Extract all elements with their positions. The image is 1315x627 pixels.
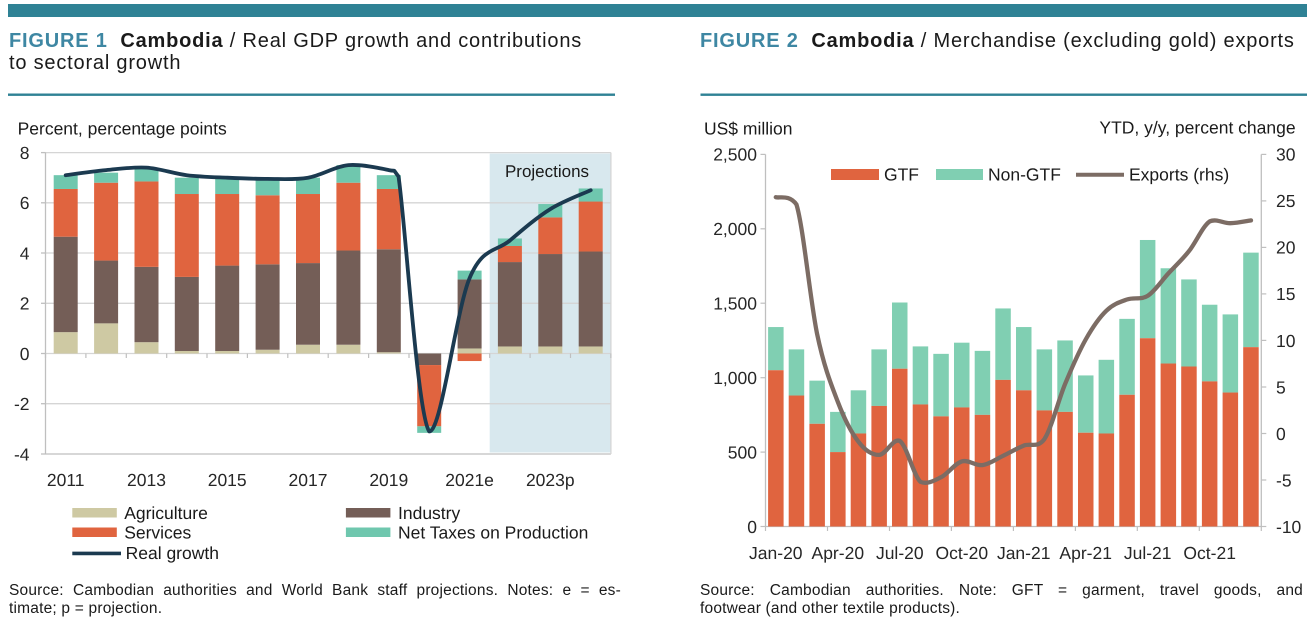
svg-text:US$ million: US$ million xyxy=(704,119,793,139)
svg-text:Apr-21: Apr-21 xyxy=(1059,543,1112,563)
svg-text:5: 5 xyxy=(1276,377,1286,397)
svg-text:30: 30 xyxy=(1276,145,1296,165)
svg-text:2023p: 2023p xyxy=(526,470,575,490)
svg-text:2017: 2017 xyxy=(289,470,328,490)
svg-text:15: 15 xyxy=(1276,284,1295,304)
svg-text:2021e: 2021e xyxy=(445,470,494,490)
svg-text:Jan-20: Jan-20 xyxy=(749,543,803,563)
svg-text:8: 8 xyxy=(20,143,30,163)
svg-text:Industry: Industry xyxy=(398,503,460,523)
svg-text:25: 25 xyxy=(1276,191,1295,211)
svg-text:Real growth: Real growth xyxy=(126,543,219,563)
svg-text:2011: 2011 xyxy=(47,470,85,490)
svg-text:Net Taxes on Production: Net Taxes on Production xyxy=(398,523,588,543)
svg-text:YTD, y/y, percent change: YTD, y/y, percent change xyxy=(1099,118,1295,138)
svg-text:2: 2 xyxy=(20,294,30,314)
svg-text:-4: -4 xyxy=(14,444,30,464)
svg-text:2,500: 2,500 xyxy=(713,145,757,165)
svg-text:Percent, percentage points: Percent, percentage points xyxy=(18,119,227,139)
svg-text:-10: -10 xyxy=(1276,517,1302,537)
svg-text:0: 0 xyxy=(1276,424,1286,444)
svg-text:2019: 2019 xyxy=(369,470,408,490)
svg-text:500: 500 xyxy=(728,442,757,462)
svg-text:-2: -2 xyxy=(14,394,30,414)
svg-text:2013: 2013 xyxy=(127,470,166,490)
svg-text:0: 0 xyxy=(20,344,30,364)
svg-text:Agriculture: Agriculture xyxy=(124,503,208,523)
svg-text:1,500: 1,500 xyxy=(713,294,757,314)
svg-text:Oct-21: Oct-21 xyxy=(1183,543,1236,563)
svg-text:Projections: Projections xyxy=(505,162,589,181)
svg-text:2,000: 2,000 xyxy=(713,219,757,239)
svg-text:Jul-20: Jul-20 xyxy=(876,543,924,563)
svg-text:10: 10 xyxy=(1276,331,1296,351)
svg-text:Non-GTF: Non-GTF xyxy=(988,164,1061,184)
svg-text:Apr-20: Apr-20 xyxy=(812,543,865,563)
svg-text:GTF: GTF xyxy=(884,164,919,184)
svg-text:2015: 2015 xyxy=(208,470,247,490)
svg-text:20: 20 xyxy=(1276,238,1296,258)
svg-text:Exports (rhs): Exports (rhs) xyxy=(1129,164,1229,184)
svg-text:Jul-21: Jul-21 xyxy=(1124,543,1172,563)
svg-text:4: 4 xyxy=(20,243,30,263)
svg-text:Oct-20: Oct-20 xyxy=(936,543,989,563)
svg-text:1,000: 1,000 xyxy=(713,368,757,388)
svg-text:0: 0 xyxy=(747,517,757,537)
svg-text:6: 6 xyxy=(20,193,30,213)
svg-text:Jan-21: Jan-21 xyxy=(997,543,1051,563)
svg-text:Services: Services xyxy=(124,523,191,543)
svg-text:-5: -5 xyxy=(1276,470,1292,490)
